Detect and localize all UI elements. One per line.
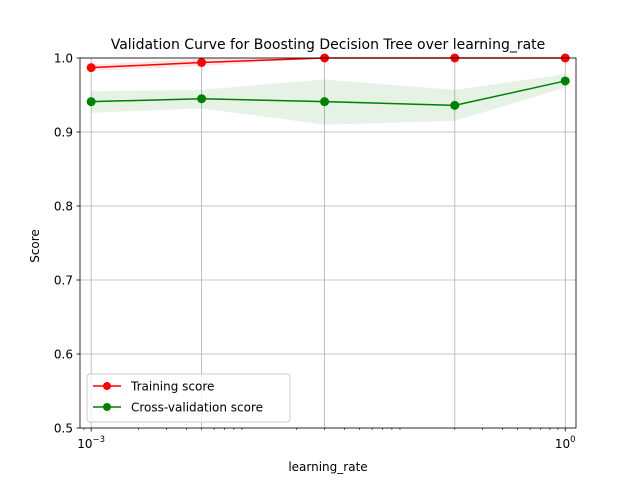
y-tick-label: 0.7	[54, 274, 73, 288]
data-point	[86, 97, 96, 107]
axis-ticks: 0.5 0.6 0.7 0.8 0.9 1.0 10−3 100	[54, 52, 576, 452]
y-tick-label: 0.6	[54, 348, 73, 362]
data-point	[197, 57, 207, 67]
y-tick-label: 1.0	[54, 52, 73, 66]
legend-marker	[103, 382, 111, 390]
y-tick-label: 0.5	[54, 422, 73, 436]
data-point	[197, 94, 207, 104]
legend-label: Cross-validation score	[131, 401, 263, 415]
y-tick-label: 0.9	[54, 126, 73, 140]
y-tick-label: 0.8	[54, 200, 73, 214]
legend-box	[86, 373, 291, 423]
x-tick-label: 10−3	[77, 435, 105, 451]
y-axis-label: Score	[28, 229, 42, 263]
legend-marker	[103, 403, 111, 411]
legend: Training score Cross-validation score	[86, 373, 291, 423]
data-point	[560, 76, 570, 86]
data-point	[86, 63, 96, 73]
x-tick-label: 100	[555, 435, 576, 451]
data-point	[450, 100, 460, 110]
confidence-band	[91, 58, 566, 71]
legend-label: Training score	[130, 380, 214, 394]
data-point	[320, 97, 330, 107]
plot-frame	[79, 57, 577, 429]
x-axis-label: learning_rate	[288, 460, 367, 474]
series-markers	[86, 53, 570, 110]
chart-title: Validation Curve for Boosting Decision T…	[111, 37, 546, 53]
